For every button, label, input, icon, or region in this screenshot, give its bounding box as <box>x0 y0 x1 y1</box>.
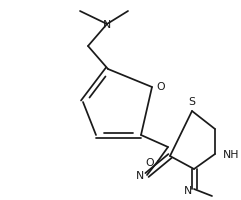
Text: N: N <box>136 170 144 180</box>
Text: N: N <box>103 20 111 30</box>
Text: NH: NH <box>223 149 240 159</box>
Text: O: O <box>157 82 165 92</box>
Text: N: N <box>184 185 192 195</box>
Text: O: O <box>145 157 154 167</box>
Text: S: S <box>188 97 195 106</box>
